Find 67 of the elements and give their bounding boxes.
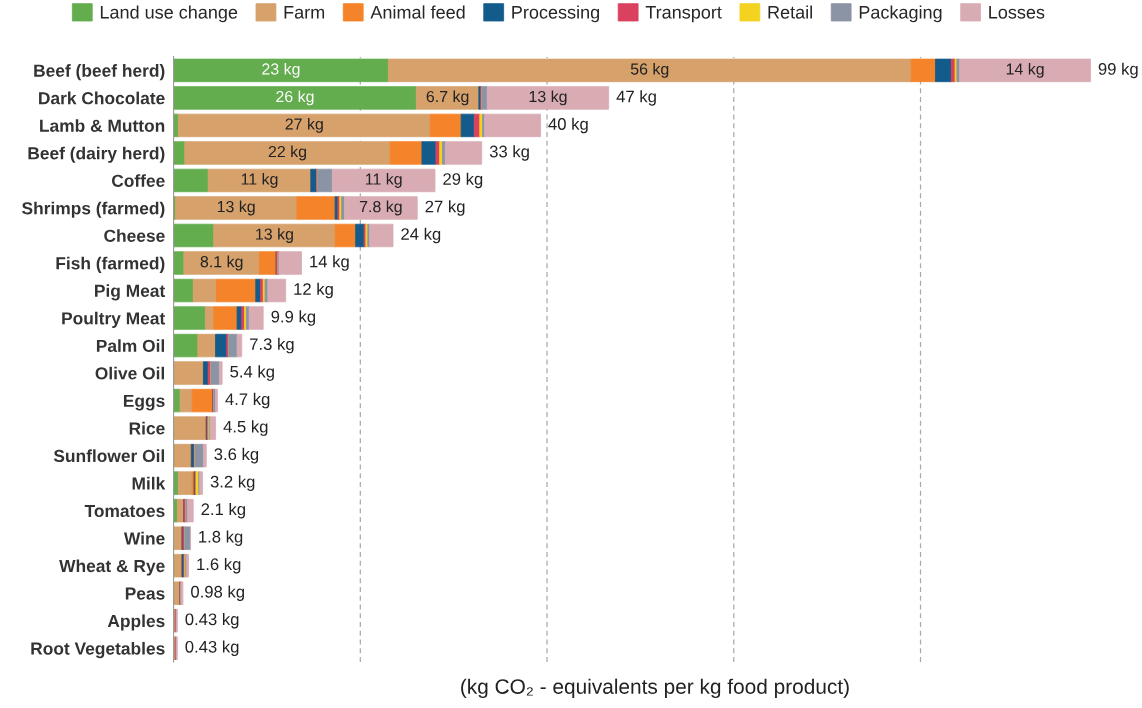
data-label: 14 kg <box>1006 62 1044 78</box>
total-label: 0.43 kg <box>185 640 239 656</box>
total-label: 1.6 kg <box>197 557 241 574</box>
data-label: 7.8 kg <box>359 200 402 216</box>
total-label: 33 kg <box>489 145 529 161</box>
y-tick-label: Fish (farmed) <box>56 256 165 273</box>
legend-label: Processing <box>512 5 599 23</box>
data-label: 11 kg <box>241 173 278 188</box>
y-tick-label: Cheese <box>104 229 165 242</box>
total-label: 29 kg <box>443 172 483 189</box>
total-label: 3.6 kg <box>214 447 259 464</box>
legend-label: Farm <box>284 6 325 19</box>
total-label: 47 kg <box>616 90 656 106</box>
y-tick-label: Pig Meat <box>95 284 166 301</box>
total-label: 3.2 kg <box>210 475 255 491</box>
legend-label: Retail <box>768 5 812 19</box>
data-label: 13 kg <box>529 90 567 106</box>
data-label: 13 kg <box>256 228 293 243</box>
data-label: 13 kg <box>217 200 255 216</box>
y-tick-label: Eggs <box>123 394 165 411</box>
total-label: 4.7 kg <box>225 392 270 409</box>
data-label: 11 kg <box>365 173 402 188</box>
y-tick-label: Beef (beef herd) <box>34 64 165 81</box>
y-tick-label: Wine <box>123 531 165 545</box>
total-label: 2.1 kg <box>201 502 245 519</box>
total-label: 99 kg <box>1098 62 1138 79</box>
legend-label: Animal feed <box>370 5 465 19</box>
total-label: 1.8 kg <box>199 530 243 546</box>
y-tick-label: Peas <box>125 587 165 600</box>
x-axis-title: (kg CO₂ - equivalents per kg food product) <box>461 678 849 699</box>
y-tick-label: Wheat & Rye <box>59 559 165 576</box>
total-label: 4.5 kg <box>223 420 268 436</box>
total-label: 0.98 kg <box>191 585 244 601</box>
y-tick-label: Milk <box>132 476 166 490</box>
data-label: 27 kg <box>285 117 323 133</box>
total-label: 27 kg <box>425 200 465 216</box>
total-label: 5.4 kg <box>230 365 274 381</box>
total-label: 12 kg <box>294 282 333 299</box>
data-label: 22 kg <box>268 145 306 161</box>
y-tick-label: Beef (dairy herd) <box>28 146 165 163</box>
y-tick-label: Root Vegetables <box>31 641 165 659</box>
data-label: 6.7 kg <box>426 90 469 106</box>
y-tick-label: Tomatoes <box>84 504 165 518</box>
data-label: 8.1 kg <box>200 255 243 271</box>
data-label: 23 kg <box>262 62 300 78</box>
legend-label: Land use change <box>100 5 238 23</box>
y-tick-label: Poultry Meat <box>62 311 166 328</box>
y-tick-label: Dark Chocolate <box>39 91 165 105</box>
y-tick-label: Rice <box>129 421 165 435</box>
data-label: 26 kg <box>276 90 314 106</box>
total-label: 14 kg <box>310 255 349 271</box>
total-label: 9.9 kg <box>271 310 316 326</box>
y-tick-label: Lamb & Mutton <box>40 119 165 132</box>
y-tick-label: Palm Oil <box>96 339 165 353</box>
y-tick-label: Apples <box>107 614 165 631</box>
total-label: 7.3 kg <box>250 337 294 354</box>
legend-label: Packaging <box>859 5 942 23</box>
y-tick-label: Coffee <box>111 174 165 187</box>
total-label: 40 kg <box>548 117 588 134</box>
data-label: 56 kg <box>630 62 669 78</box>
legend-label: Losses <box>989 6 1045 19</box>
total-label: 24 kg <box>401 227 441 244</box>
y-tick-label: Olive Oil <box>95 366 165 380</box>
y-tick-label: Sunflower Oil <box>53 449 165 463</box>
y-tick-label: Shrimps (farmed) <box>22 201 165 218</box>
legend-label: Transport <box>645 6 722 23</box>
total-label: 0.43 kg <box>185 612 239 629</box>
